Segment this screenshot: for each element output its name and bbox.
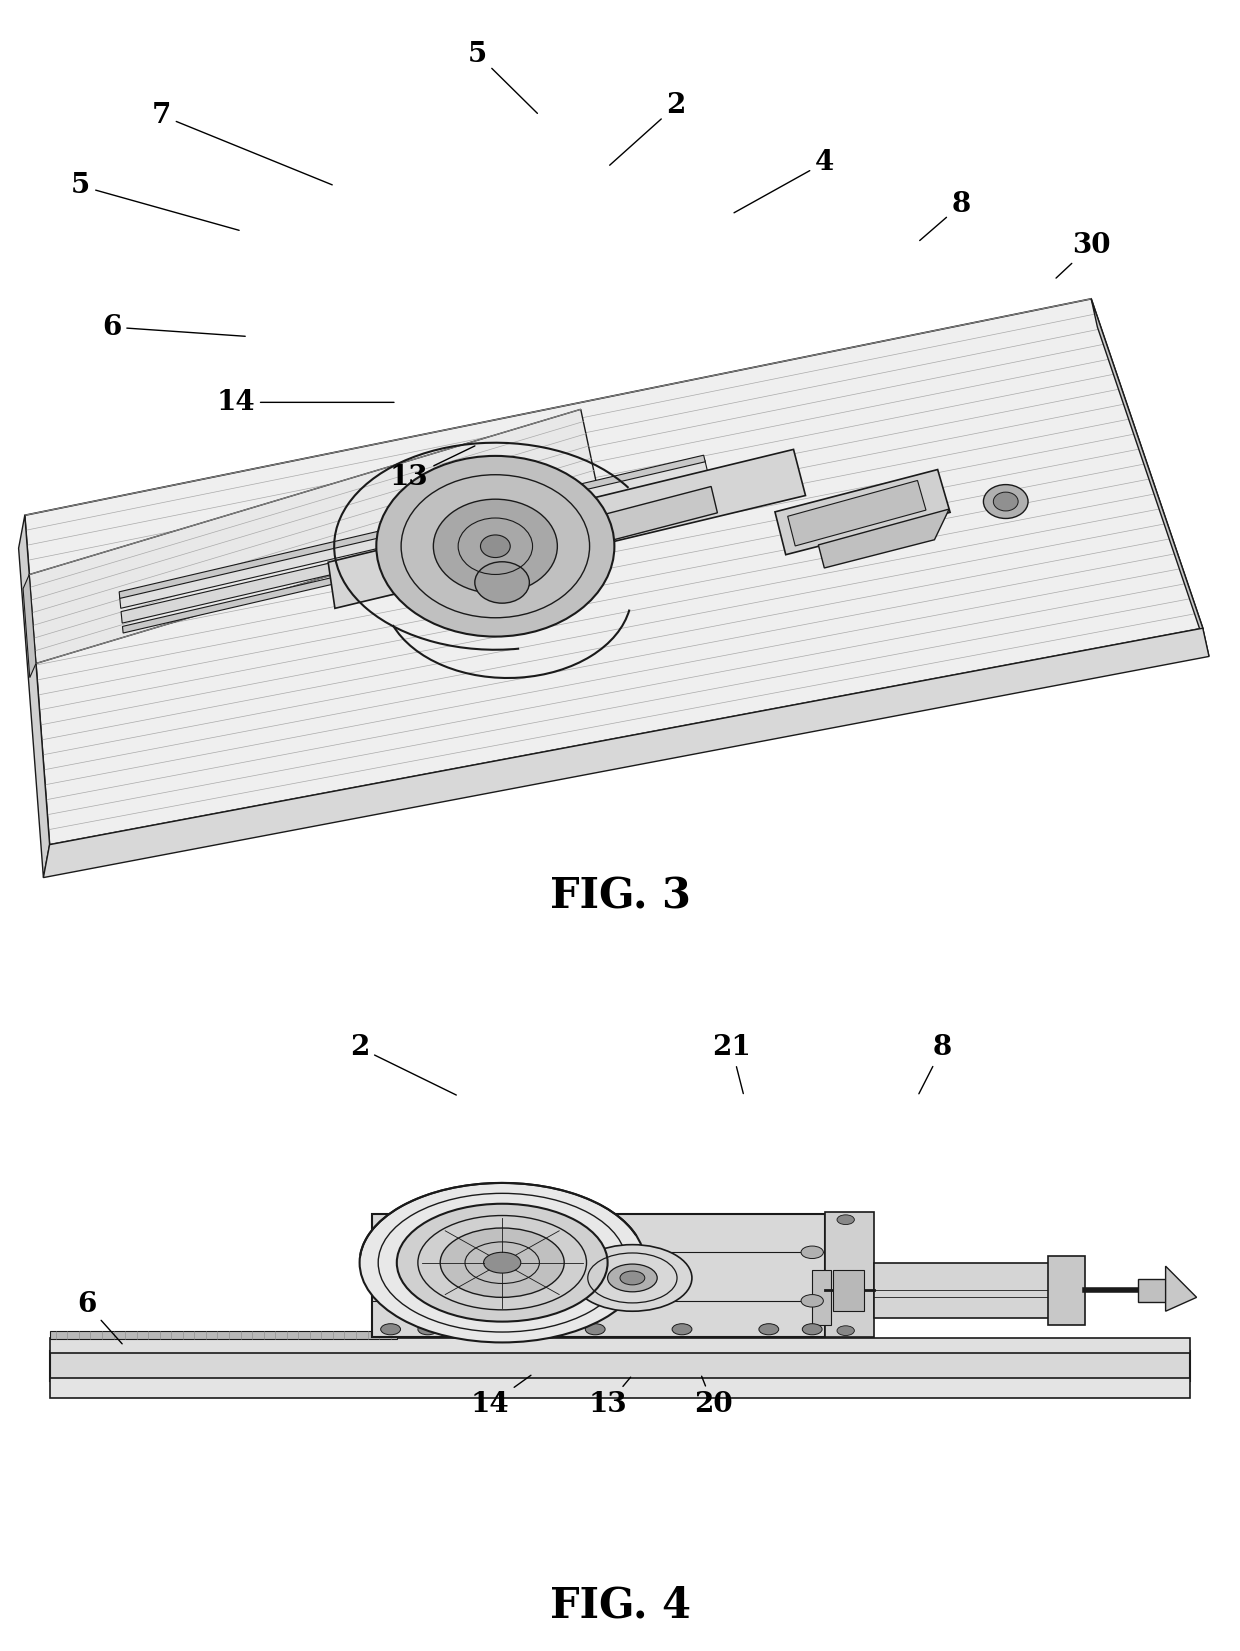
Polygon shape [123, 494, 692, 632]
Text: 14: 14 [216, 390, 394, 416]
Polygon shape [122, 475, 711, 622]
Polygon shape [1166, 1266, 1197, 1311]
Circle shape [397, 1204, 608, 1321]
Polygon shape [603, 487, 718, 542]
Circle shape [383, 1247, 405, 1258]
Circle shape [802, 1324, 822, 1334]
Circle shape [672, 1324, 692, 1334]
Text: 2: 2 [350, 1034, 456, 1095]
Circle shape [837, 1326, 854, 1336]
Circle shape [759, 1324, 779, 1334]
Circle shape [475, 561, 529, 603]
Polygon shape [775, 469, 950, 555]
Circle shape [418, 1324, 438, 1334]
Polygon shape [25, 299, 1203, 845]
Text: 6: 6 [77, 1291, 123, 1344]
Circle shape [440, 1228, 564, 1298]
Circle shape [620, 1271, 645, 1284]
FancyBboxPatch shape [825, 1212, 874, 1337]
Text: 14: 14 [470, 1375, 531, 1418]
Text: 4: 4 [734, 149, 835, 213]
Text: 5: 5 [71, 172, 239, 231]
Circle shape [801, 1247, 823, 1258]
Text: 13: 13 [389, 446, 475, 490]
Circle shape [376, 456, 614, 637]
Text: 20: 20 [693, 1377, 733, 1418]
Polygon shape [1091, 299, 1209, 657]
Text: 7: 7 [151, 102, 332, 185]
Text: FIG. 3: FIG. 3 [549, 875, 691, 918]
Circle shape [381, 1324, 401, 1334]
Polygon shape [43, 629, 1209, 878]
Text: 5: 5 [467, 41, 537, 114]
Circle shape [480, 535, 510, 558]
Polygon shape [30, 409, 599, 664]
Text: FIG. 4: FIG. 4 [549, 1585, 691, 1626]
Text: 8: 8 [920, 192, 971, 241]
FancyBboxPatch shape [833, 1270, 864, 1311]
FancyBboxPatch shape [50, 1337, 1190, 1352]
Polygon shape [119, 456, 706, 598]
FancyBboxPatch shape [812, 1270, 831, 1326]
Circle shape [801, 1294, 823, 1308]
Text: 2: 2 [610, 92, 686, 165]
FancyBboxPatch shape [50, 1331, 397, 1339]
Circle shape [608, 1265, 657, 1291]
Text: 30: 30 [1056, 231, 1111, 277]
Circle shape [498, 1324, 518, 1334]
Circle shape [360, 1182, 645, 1342]
Polygon shape [329, 449, 806, 608]
Circle shape [573, 1245, 692, 1311]
Circle shape [993, 492, 1018, 510]
Circle shape [837, 1215, 854, 1225]
Circle shape [383, 1294, 405, 1308]
Text: 21: 21 [712, 1034, 751, 1093]
Polygon shape [818, 509, 949, 568]
FancyBboxPatch shape [1048, 1256, 1085, 1326]
FancyBboxPatch shape [1138, 1278, 1166, 1303]
Polygon shape [19, 515, 50, 878]
FancyBboxPatch shape [874, 1263, 1054, 1317]
Circle shape [585, 1324, 605, 1334]
Circle shape [983, 485, 1028, 518]
Circle shape [484, 1251, 521, 1273]
Polygon shape [119, 461, 708, 608]
Circle shape [433, 499, 557, 593]
Polygon shape [24, 575, 36, 677]
FancyBboxPatch shape [50, 1379, 1190, 1398]
FancyBboxPatch shape [372, 1213, 825, 1337]
Text: 6: 6 [102, 314, 246, 340]
Text: 13: 13 [588, 1377, 631, 1418]
Polygon shape [787, 480, 926, 546]
FancyBboxPatch shape [50, 1352, 1190, 1380]
Text: 8: 8 [919, 1034, 952, 1095]
